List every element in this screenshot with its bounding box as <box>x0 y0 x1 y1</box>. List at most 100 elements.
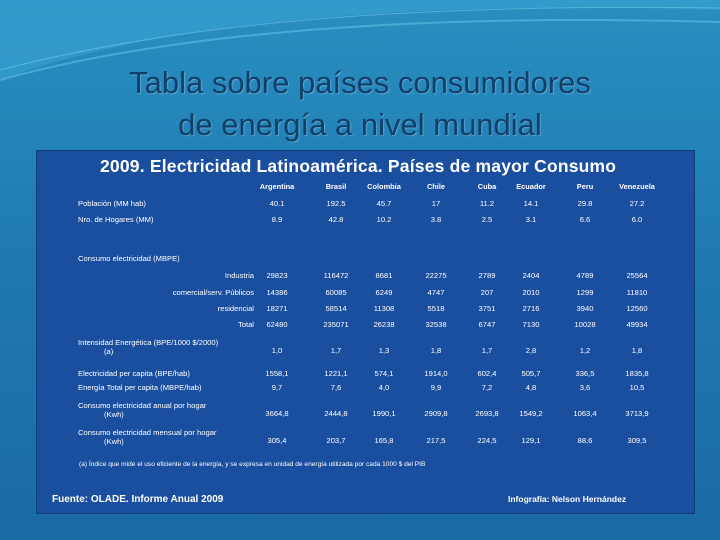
table-cell: 1,2 <box>579 346 591 355</box>
table-cell: 60085 <box>325 288 347 297</box>
table-cell: 45.7 <box>376 199 392 208</box>
table-cell: 14386 <box>266 288 288 297</box>
table-cell: 1221,1 <box>324 369 348 378</box>
table-cell: 6.6 <box>579 215 591 224</box>
table-cell: 116472 <box>323 271 349 280</box>
row-label: Industria <box>224 271 254 280</box>
table-cell: 336,5 <box>575 369 595 378</box>
table-cell: 6747 <box>478 320 496 329</box>
row-label: Población (MM hab) <box>78 199 146 208</box>
table-cell: 305,4 <box>267 436 287 445</box>
column-header: Chile <box>426 182 446 191</box>
table-cell: 49934 <box>626 320 648 329</box>
column-header: Ecuador <box>516 182 546 191</box>
table-cell: 505,7 <box>521 369 541 378</box>
table-cell: 2444,8 <box>324 409 348 418</box>
row-label: Energía Total per capita (MBPE/hab) <box>78 383 202 392</box>
table-cell: 1,7 <box>481 346 493 355</box>
table-cell: 6.0 <box>631 215 643 224</box>
table-cell: 26238 <box>373 320 395 329</box>
table-cell: 18271 <box>266 304 288 313</box>
table-cell: 17 <box>431 199 441 208</box>
table-cell: 32538 <box>425 320 447 329</box>
table-cell: 2010 <box>522 288 540 297</box>
table-cell: 2909,8 <box>424 409 448 418</box>
table-title: 2009. Electricidad Latinoamérica. Países… <box>100 156 617 176</box>
table-cell: 42.8 <box>328 215 344 224</box>
table-cell: 192.5 <box>326 199 346 208</box>
table-footnote: (a) Índice que mide el uso eficiente de … <box>79 461 426 468</box>
row-label: Total <box>237 320 254 329</box>
table-cell: 217,5 <box>426 436 446 445</box>
table-cell: 3940 <box>576 304 594 313</box>
table-cell: 6249 <box>375 288 393 297</box>
row-label-unit: (Kwh) <box>104 410 124 419</box>
row-label: residencial <box>217 304 254 313</box>
column-header: Peru <box>576 182 594 191</box>
table-cell: 5518 <box>427 304 445 313</box>
table-cell: 1299 <box>576 288 594 297</box>
column-header: Brasil <box>325 182 347 191</box>
table-cell: 14.1 <box>523 199 539 208</box>
table-cell: 10.2 <box>376 215 392 224</box>
row-label: Nro. de Hogares (MM) <box>78 215 154 224</box>
column-header: Venezuela <box>619 182 655 191</box>
table-cell: 4789 <box>576 271 594 280</box>
row-label-unit: (Kwh) <box>104 437 124 446</box>
row-label: Consumo electricidad anual por hogar <box>78 401 207 410</box>
table-cell: 129,1 <box>521 436 541 445</box>
row-label: Consumo electricidad mensual por hogar <box>78 428 217 437</box>
table-cell: 7,2 <box>481 383 493 392</box>
table-cell: 235071 <box>323 320 349 329</box>
table-cell: 3.1 <box>525 215 537 224</box>
table-cell: 58514 <box>325 304 347 313</box>
table-cell: 2.5 <box>481 215 493 224</box>
table-cell: 8681 <box>375 271 393 280</box>
table-cell: 224,5 <box>477 436 497 445</box>
row-label: comercial/serv. Públicos <box>172 288 254 297</box>
table-cell: 2716 <box>522 304 540 313</box>
table-cell: 7130 <box>522 320 540 329</box>
table-cell: 11810 <box>626 288 648 297</box>
table-cell: 207 <box>480 288 494 297</box>
table-cell: 2404 <box>522 271 540 280</box>
table-cell: 29823 <box>266 271 288 280</box>
table-cell: 1990,1 <box>372 409 396 418</box>
table-cell: 25564 <box>626 271 648 280</box>
table-cell: 8.9 <box>271 215 283 224</box>
table-cell: 2,8 <box>525 346 537 355</box>
table-cell: 22275 <box>425 271 447 280</box>
table-cell: 574,1 <box>374 369 394 378</box>
table-cell: 88,6 <box>577 436 593 445</box>
table-cell: 3713,9 <box>625 409 649 418</box>
slide-title-line-2: de energía a nivel mundial <box>178 107 542 142</box>
table-cell: 1063,4 <box>573 409 597 418</box>
table-cell: 3664,8 <box>265 409 289 418</box>
table-cell: 4,8 <box>525 383 537 392</box>
table-cell: 1,8 <box>430 346 442 355</box>
row-label: Consumo electricidad (MBPE) <box>78 254 180 263</box>
table-cell: 165,8 <box>374 436 394 445</box>
row-label: Electricidad per capita (BPE/hab) <box>78 369 190 378</box>
slide-title: Tabla sobre países consumidores de energ… <box>0 62 720 146</box>
table-cell: 12560 <box>626 304 648 313</box>
table-cell: 3,6 <box>579 383 591 392</box>
table-cell: 3.8 <box>430 215 442 224</box>
table-cell: 1914,0 <box>424 369 448 378</box>
table-cell: 29.8 <box>577 199 593 208</box>
table-cell: 309,5 <box>627 436 647 445</box>
table-cell: 2789 <box>478 271 496 280</box>
table-cell: 10028 <box>574 320 596 329</box>
column-header: Argentina <box>259 182 295 191</box>
row-label-unit: (a) <box>104 347 114 356</box>
table-cell: 203,7 <box>326 436 346 445</box>
table-cell: 1,8 <box>631 346 643 355</box>
table-cell: 27.2 <box>629 199 645 208</box>
table-cell: 62480 <box>266 320 288 329</box>
table-cell: 602,4 <box>477 369 497 378</box>
table-cell: 4,0 <box>378 383 390 392</box>
table-cell: 10,5 <box>629 383 645 392</box>
table-cell: 1,3 <box>378 346 390 355</box>
slide-title-line-1: Tabla sobre países consumidores <box>129 65 591 100</box>
table-cell: 2693,8 <box>475 409 499 418</box>
